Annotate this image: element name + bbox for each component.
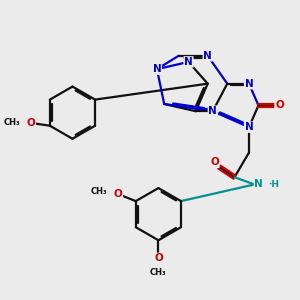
Text: O: O [275, 100, 284, 110]
Text: N: N [244, 79, 253, 89]
Text: ·H: ·H [268, 180, 279, 189]
Text: O: O [210, 157, 219, 167]
Text: O: O [154, 254, 163, 263]
Text: O: O [114, 189, 122, 199]
Text: N: N [153, 64, 161, 74]
Text: N: N [208, 106, 217, 116]
Text: N: N [184, 57, 193, 67]
Text: CH₃: CH₃ [4, 118, 20, 127]
Text: CH₃: CH₃ [91, 188, 107, 196]
Text: N: N [203, 51, 212, 61]
Text: CH₃: CH₃ [150, 268, 167, 278]
Text: N: N [254, 179, 263, 189]
Text: O: O [26, 118, 35, 128]
Text: N: N [244, 122, 253, 132]
